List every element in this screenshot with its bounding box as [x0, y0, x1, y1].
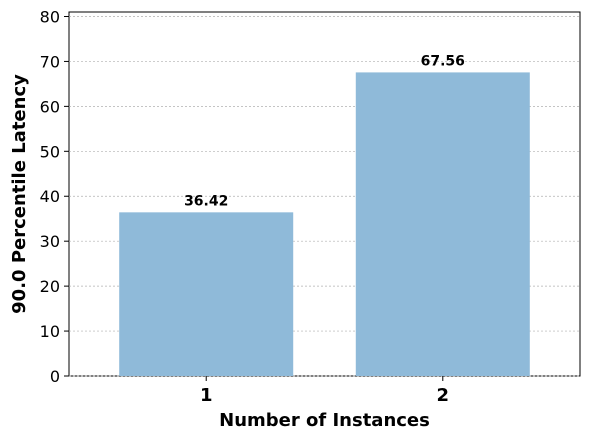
- data-label: 67.56: [421, 53, 465, 69]
- bars: 36.42 67.56: [119, 53, 530, 376]
- bar-2: [355, 72, 530, 376]
- y-tick-label: 10: [40, 322, 60, 341]
- y-tick-label: 60: [40, 97, 60, 116]
- y-tick-label: 80: [40, 7, 60, 26]
- y-axis-title: 90.0 Percentile Latency: [9, 74, 30, 314]
- y-tick-label: 40: [40, 187, 60, 206]
- x-tick-label: 2: [437, 385, 450, 406]
- x-tick-label: 1: [200, 385, 213, 406]
- y-tick-label: 70: [40, 52, 60, 71]
- x-axis-title: Number of Instances: [219, 410, 430, 431]
- data-label: 36.42: [184, 193, 228, 209]
- bar-1: [119, 212, 294, 376]
- y-tick-label: 20: [40, 277, 60, 296]
- y-tick-label: 30: [40, 232, 60, 251]
- plot-frame: [68, 11, 581, 377]
- y-axis-ticks: 0 10 20 30 40 50 60 70 80: [40, 7, 69, 386]
- y-tick-label: 50: [40, 142, 60, 161]
- y-tick-label: 0: [50, 367, 60, 386]
